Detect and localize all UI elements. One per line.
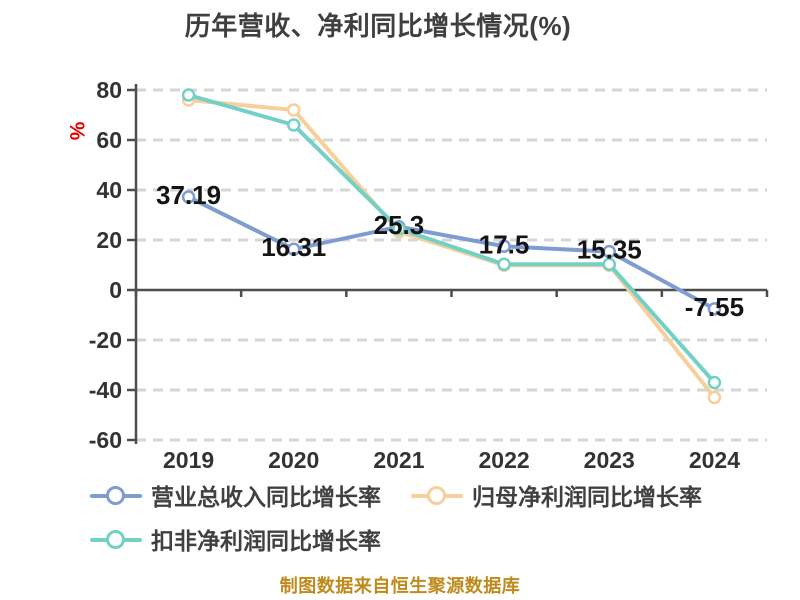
data-point-marker: [707, 375, 722, 390]
legend-label-non-gaap: 扣非净利润同比增长率: [151, 528, 381, 554]
series-line-2: [186, 93, 717, 385]
y-tick-label: 0: [109, 277, 122, 303]
chart-title: 历年营收、净利同比增长情况(%): [184, 11, 572, 41]
source-caption: 制图数据来自恒生聚源数据库: [279, 576, 521, 596]
x-tick-label: 2020: [268, 447, 319, 470]
data-point-marker: [707, 302, 722, 316]
data-point-label: -7.55: [685, 292, 744, 322]
data-point-marker: [181, 190, 196, 204]
data-point-label: 17.5: [479, 229, 530, 259]
legend-dot-icon: [427, 485, 446, 505]
data-point-marker: [497, 239, 511, 253]
y-tick-label: 80: [96, 77, 122, 103]
legend-item-non-gaap-growth[interactable]: 扣非净利润同比增长率: [90, 522, 381, 556]
y-tick-label: -40: [89, 377, 122, 403]
data-point-marker: [392, 222, 406, 236]
legend-marker-non-gaap: [90, 529, 142, 549]
data-point-marker: [287, 103, 301, 117]
y-tick-label: 60: [96, 127, 122, 153]
data-point-marker: [287, 118, 301, 132]
x-tick-label: 2021: [373, 447, 424, 470]
y-tick-label: -60: [89, 427, 122, 453]
legend-row-1: 营业总收入同比增长率 归母净利润同比增长率: [90, 478, 702, 512]
y-axis-unit-label: %: [65, 122, 88, 141]
data-point-marker: [602, 257, 616, 271]
legend-label-revenue: 营业总收入同比增长率: [151, 484, 381, 510]
y-tick-label: -20: [89, 327, 122, 353]
legend-row-2: 扣非净利润同比增长率: [90, 522, 381, 556]
legend-item-revenue-growth[interactable]: 营业总收入同比增长率: [90, 478, 381, 512]
x-tick-label: 2019: [163, 447, 214, 470]
data-point-label: 25.3: [374, 210, 425, 240]
y-tick-label: 40: [96, 177, 122, 203]
legend-dot-icon: [106, 485, 125, 505]
legend-item-net-profit-growth[interactable]: 归母净利润同比增长率: [411, 478, 702, 512]
legend-marker-revenue: [90, 485, 142, 505]
x-tick-label: 2024: [689, 447, 740, 470]
data-point-marker: [497, 257, 511, 271]
data-point-label: 16.31: [261, 232, 326, 262]
x-tick-label: 2022: [478, 447, 529, 470]
data-point-marker: [707, 390, 722, 405]
legend-dot-icon: [106, 529, 125, 549]
legend-label-net-profit: 归母净利润同比增长率: [472, 484, 702, 510]
line-chart-plot: 80 60 40 20 0 -20 -40 -60 2019 2020 2021 2022 2023 20…: [65, 77, 769, 470]
data-point-marker: [602, 244, 616, 259]
y-tick-label: 20: [96, 227, 122, 253]
series-line-0: [186, 195, 717, 311]
data-point-marker: [287, 242, 301, 256]
data-point-marker: [181, 88, 196, 102]
x-tick-label: 2023: [584, 447, 635, 470]
legend-marker-net-profit: [411, 485, 463, 505]
data-point-label: 37.19: [156, 180, 221, 210]
data-point-label: 15.35: [577, 235, 642, 265]
